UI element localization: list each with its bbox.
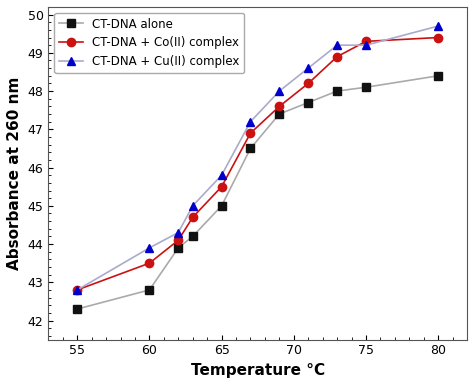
- CT-DNA alone: [435, 74, 441, 78]
- Line: CT-DNA + Cu(II) complex: CT-DNA + Cu(II) complex: [73, 22, 442, 294]
- CT-DNA + Cu(II) complex: [334, 43, 340, 47]
- CT-DNA + Co(II) complex: [276, 104, 282, 109]
- CT-DNA + Co(II) complex: [435, 35, 441, 40]
- CT-DNA + Cu(II) complex: [146, 246, 152, 250]
- CT-DNA + Co(II) complex: [146, 261, 152, 266]
- CT-DNA + Cu(II) complex: [190, 204, 196, 208]
- CT-DNA alone: [276, 112, 282, 116]
- CT-DNA + Co(II) complex: [334, 54, 340, 59]
- CT-DNA alone: [146, 288, 152, 292]
- CT-DNA + Cu(II) complex: [219, 173, 225, 177]
- CT-DNA + Cu(II) complex: [247, 119, 253, 124]
- CT-DNA + Cu(II) complex: [435, 24, 441, 28]
- CT-DNA alone: [305, 100, 311, 105]
- CT-DNA alone: [219, 204, 225, 208]
- Legend: CT-DNA alone, CT-DNA + Co(II) complex, CT-DNA + Cu(II) complex: CT-DNA alone, CT-DNA + Co(II) complex, C…: [54, 13, 244, 73]
- CT-DNA + Co(II) complex: [175, 238, 181, 243]
- CT-DNA + Co(II) complex: [363, 39, 369, 44]
- CT-DNA alone: [334, 89, 340, 94]
- CT-DNA alone: [363, 85, 369, 90]
- CT-DNA + Cu(II) complex: [305, 66, 311, 70]
- X-axis label: Temperature °C: Temperature °C: [191, 363, 325, 378]
- CT-DNA alone: [190, 234, 196, 239]
- Line: CT-DNA alone: CT-DNA alone: [73, 72, 442, 313]
- Line: CT-DNA + Co(II) complex: CT-DNA + Co(II) complex: [73, 33, 442, 294]
- Y-axis label: Absorbance at 260 nm: Absorbance at 260 nm: [7, 77, 22, 270]
- CT-DNA + Co(II) complex: [190, 215, 196, 219]
- CT-DNA + Co(II) complex: [74, 288, 80, 292]
- CT-DNA alone: [175, 246, 181, 250]
- CT-DNA + Co(II) complex: [305, 81, 311, 86]
- CT-DNA + Co(II) complex: [247, 131, 253, 136]
- CT-DNA + Cu(II) complex: [276, 89, 282, 94]
- CT-DNA + Cu(II) complex: [363, 43, 369, 47]
- CT-DNA + Cu(II) complex: [175, 230, 181, 235]
- CT-DNA + Cu(II) complex: [74, 288, 80, 292]
- CT-DNA alone: [247, 146, 253, 151]
- CT-DNA alone: [74, 307, 80, 311]
- CT-DNA + Co(II) complex: [219, 184, 225, 189]
